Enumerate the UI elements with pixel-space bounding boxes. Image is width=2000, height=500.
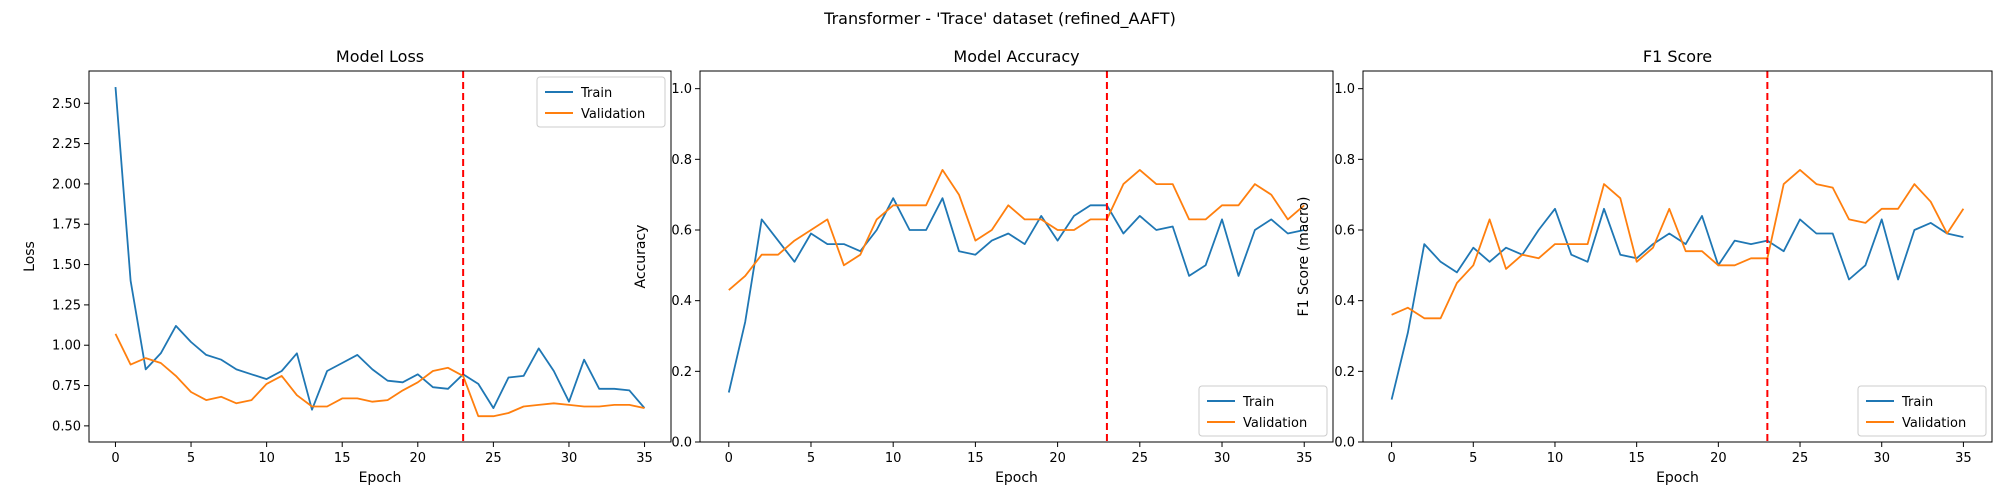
plot-frame — [1362, 70, 1993, 443]
x-tick-label: 10 — [258, 451, 275, 466]
x-axis-label: Epoch — [359, 470, 402, 486]
y-tick-label: 0.2 — [671, 365, 692, 380]
y-tick-label: 1.25 — [52, 298, 81, 313]
series-line-validation — [1391, 168, 1965, 320]
x-tick-label: 0 — [1387, 451, 1395, 466]
y-tick-label: 0.0 — [1334, 436, 1355, 451]
y-tick-label: 1.75 — [52, 218, 81, 233]
chart-title: Model Loss — [336, 47, 424, 66]
legend-label: Validation — [581, 107, 645, 122]
y-tick-label: 0.6 — [671, 224, 692, 239]
x-tick-label: 5 — [807, 451, 815, 466]
chart-title: Model Accuracy — [953, 47, 1079, 66]
x-tick-label: 20 — [1049, 451, 1066, 466]
x-tick-label: 25 — [1132, 451, 1149, 466]
x-tick-label: 35 — [1955, 451, 1972, 466]
x-tick-label: 0 — [725, 451, 733, 466]
y-tick-label: 0.8 — [671, 153, 692, 168]
chart-panel-3: F1 Score 0 5 10 15 20 25 30 35 0.0 0.2 0.4 0.6 0.8 1.0… — [1296, 47, 1993, 486]
x-tick-label: 5 — [187, 451, 195, 466]
y-tick-label: 1.00 — [52, 339, 81, 354]
chart-panel-2: Model Accuracy 0 5 10 15 20 25 30 35 0.0 0.2 0.4 0.6… — [633, 47, 1334, 486]
y-tick-label: 1.0 — [671, 82, 692, 97]
y-axis-label: Loss — [22, 241, 38, 272]
y-tick-label: 0.0 — [671, 436, 692, 451]
legend-label: Train — [1242, 395, 1274, 410]
x-tick-label: 15 — [334, 451, 351, 466]
chart-panel-1: Model Loss 0 5 10 15 20 25 30 35 0.50 0.75 1.00 1.25… — [22, 47, 672, 486]
y-tick-label: 0.6 — [1334, 224, 1355, 239]
chart-title: F1 Score — [1643, 47, 1712, 66]
legend-box — [536, 76, 666, 128]
legend-label: Train — [1901, 395, 1933, 410]
y-tick-label: 0.50 — [52, 419, 81, 434]
y-tick-label: 0.4 — [671, 294, 692, 309]
x-tick-label: 30 — [1214, 451, 1231, 466]
x-tick-label: 35 — [1296, 451, 1313, 466]
x-tick-label: 15 — [1628, 451, 1645, 466]
series-line-train — [1390, 207, 1964, 400]
x-tick-label: 30 — [561, 451, 578, 466]
y-tick-label: 1.0 — [1334, 82, 1355, 97]
y-axis-label: F1 Score (macro) — [1296, 197, 1312, 317]
y-axis-label: Accuracy — [633, 225, 649, 289]
y-tick-label: 2.00 — [52, 177, 81, 192]
x-tick-label: 25 — [485, 451, 502, 466]
x-tick-label: 10 — [885, 451, 902, 466]
plot-frame — [88, 70, 672, 443]
x-tick-label: 20 — [410, 451, 427, 466]
legend-box — [1857, 385, 1987, 437]
legend-label: Validation — [1902, 416, 1966, 431]
x-tick-label: 15 — [967, 451, 984, 466]
x-tick-label: 30 — [1873, 451, 1890, 466]
y-tick-label: 0.4 — [1334, 294, 1355, 309]
legend: Train Validation — [536, 76, 666, 128]
y-tick-label: 2.25 — [52, 137, 81, 152]
y-tick-label: 0.8 — [1334, 153, 1355, 168]
x-tick-label: 5 — [1469, 451, 1477, 466]
y-tick-label: 2.50 — [52, 97, 81, 112]
figure-suptitle: Transformer - 'Trace' dataset (refined_A… — [823, 9, 1176, 29]
series-line-train — [114, 87, 646, 411]
legend-label: Train — [580, 86, 612, 101]
y-tick-label: 1.50 — [52, 258, 81, 273]
x-axis-label: Epoch — [995, 470, 1038, 486]
legend-box — [1198, 385, 1328, 437]
x-tick-label: 0 — [111, 451, 119, 466]
x-tick-label: 25 — [1792, 451, 1809, 466]
series-line-validation — [728, 168, 1305, 291]
legend-label: Validation — [1243, 416, 1307, 431]
y-tick-label: 0.75 — [52, 379, 81, 394]
x-axis-label: Epoch — [1656, 470, 1699, 486]
series-line-validation — [114, 333, 645, 418]
plot-frame — [699, 70, 1334, 443]
legend: Train Validation — [1198, 385, 1328, 437]
x-tick-label: 35 — [636, 451, 653, 466]
y-tick-label: 0.2 — [1334, 365, 1355, 380]
x-tick-label: 10 — [1547, 451, 1564, 466]
x-tick-label: 20 — [1710, 451, 1727, 466]
legend: Train Validation — [1857, 385, 1987, 437]
series-line-train — [727, 197, 1305, 393]
